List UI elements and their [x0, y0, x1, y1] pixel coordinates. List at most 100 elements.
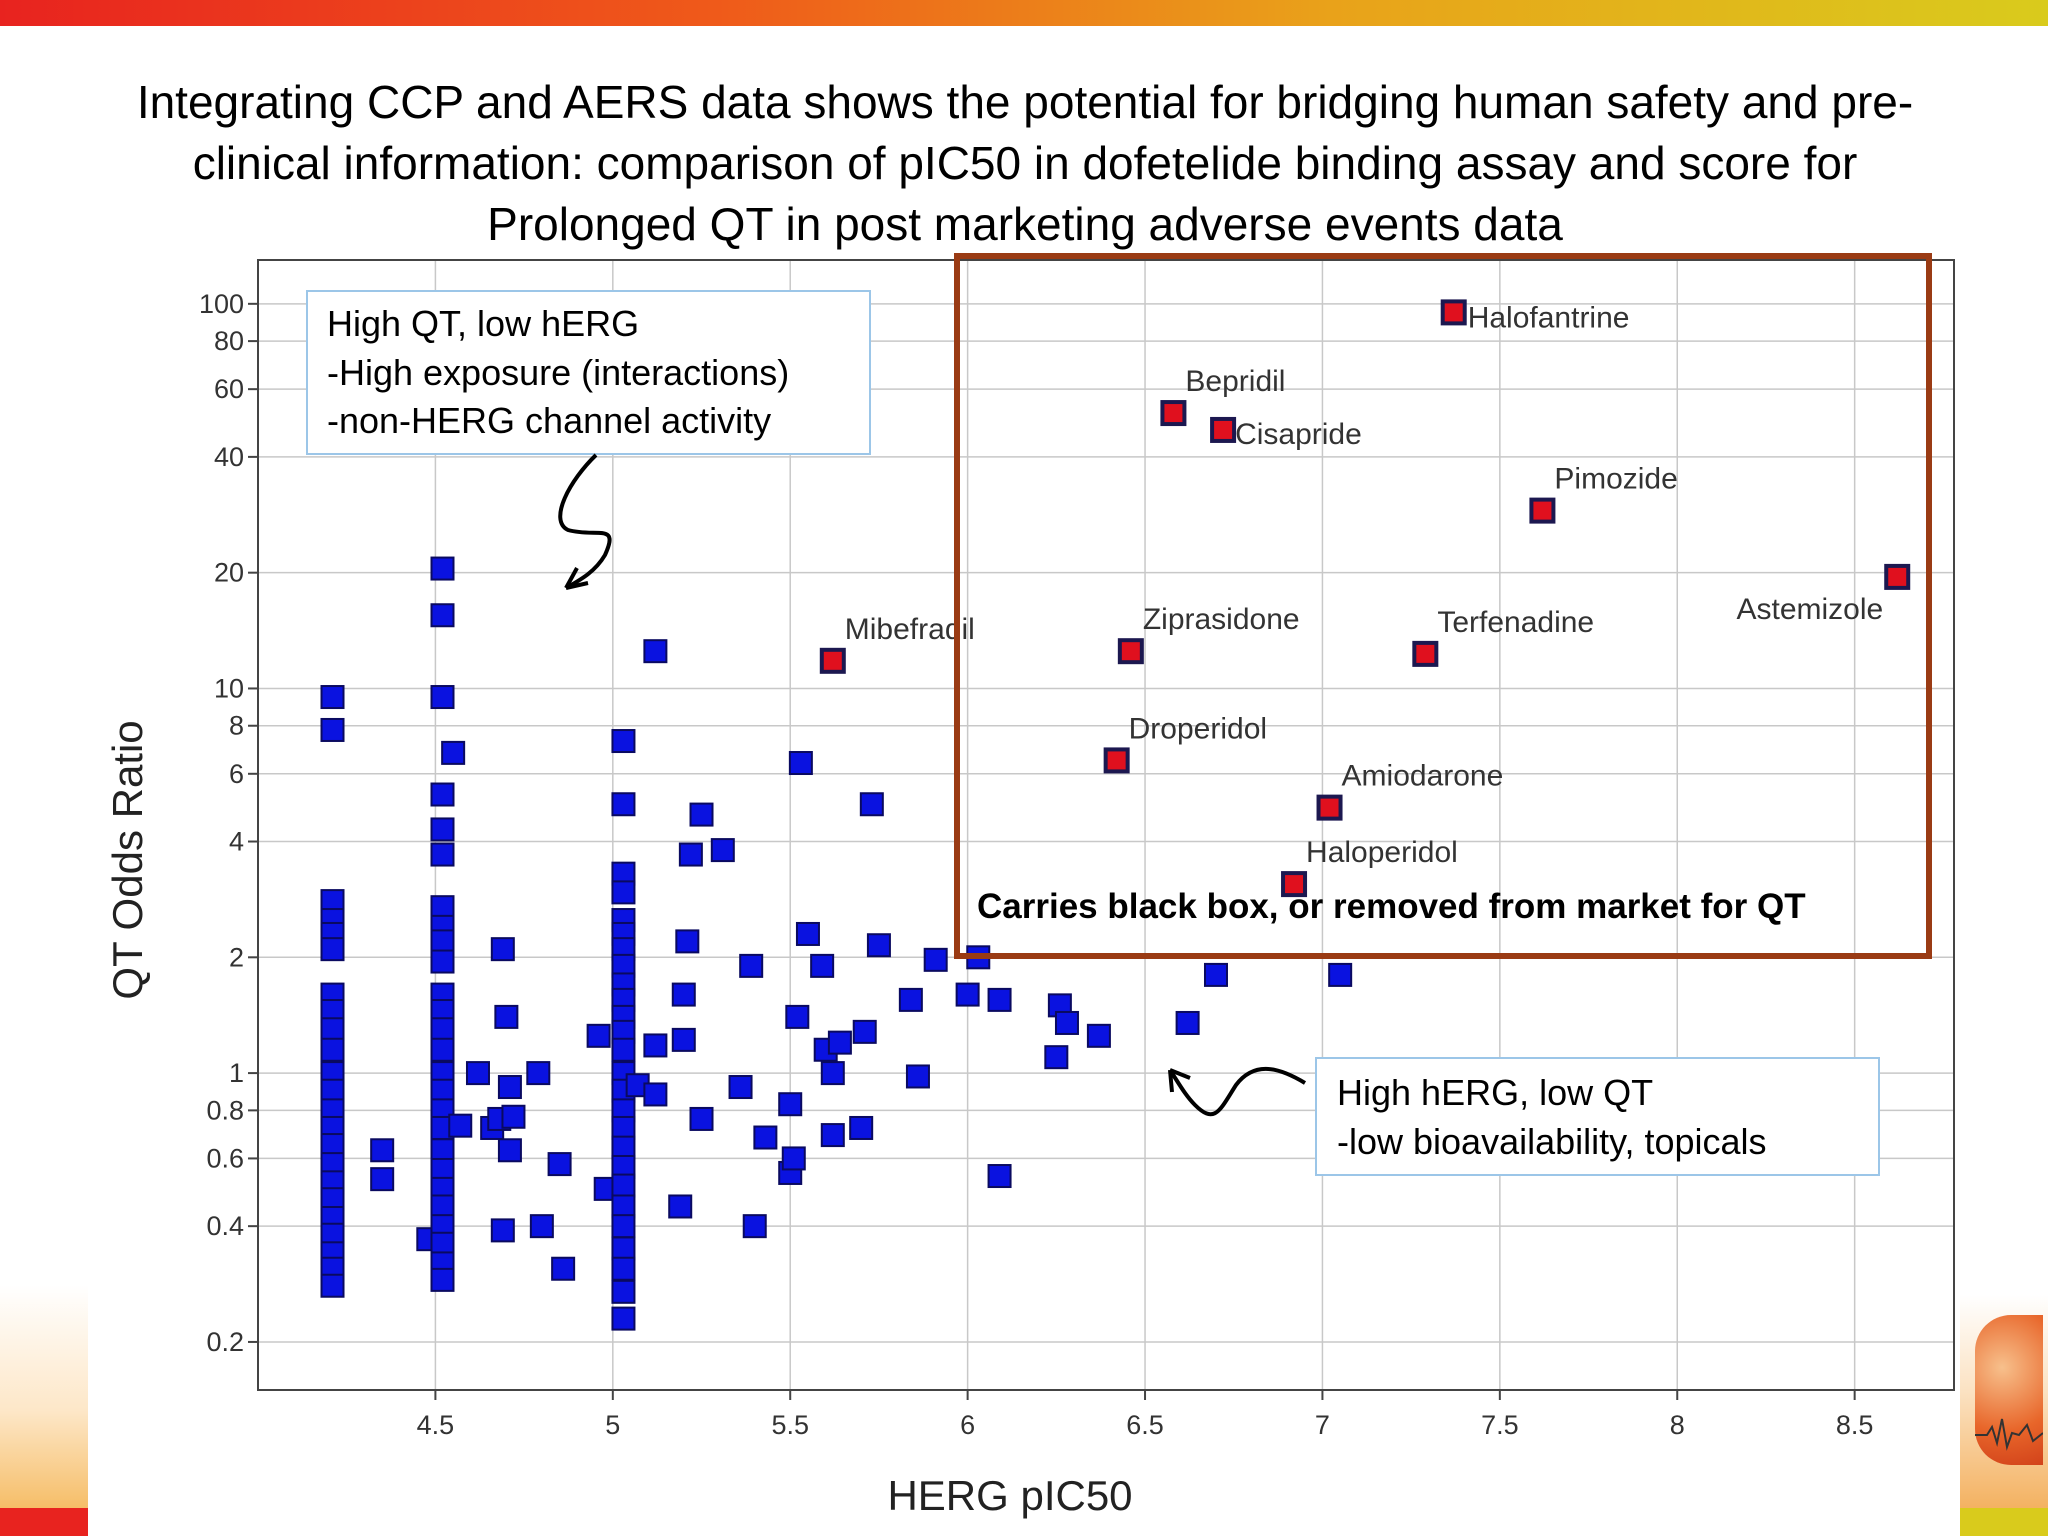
highlighted-points: Halofantrine Bepridil Cisapride Pimozide Ast…: [819, 299, 1911, 898]
data-point: [678, 842, 703, 867]
black-box-region: [954, 253, 1932, 959]
slide-title: Integrating CCP and AERS data shows the …: [136, 76, 1914, 250]
data-point: [898, 987, 923, 1012]
highlighted-point: [1529, 497, 1556, 524]
highlighted-point: [1412, 640, 1439, 667]
data-point: [849, 1115, 874, 1140]
x-tick-label: 7.5: [1481, 1410, 1519, 1440]
highlighted-point: [1316, 794, 1343, 821]
y-tick-label: 0.8: [206, 1095, 244, 1125]
annotation-line: High QT, low hERG: [327, 303, 639, 344]
data-point: [611, 1279, 636, 1304]
high-qt-annotation-box: [306, 290, 871, 455]
data-point: [643, 1082, 668, 1107]
y-tick-label: 2: [229, 942, 244, 972]
data-point: [430, 1017, 455, 1042]
y-tick-label: 1: [229, 1058, 244, 1088]
highlighted-point: [819, 647, 846, 674]
data-point: [497, 1138, 522, 1163]
corner-stripe-left: [0, 1508, 88, 1536]
annotation-line: High hERG, low QT: [1337, 1072, 1653, 1113]
drug-label: Terfenadine: [1437, 606, 1594, 639]
highlighted-point: [1884, 563, 1911, 590]
data-point: [586, 1023, 611, 1048]
arrow-down-icon: [558, 453, 612, 590]
data-point: [753, 1125, 778, 1150]
data-point: [611, 1214, 636, 1239]
drug-label: Bepridil: [1185, 365, 1285, 398]
data-point: [795, 921, 820, 946]
data-point: [689, 1106, 714, 1131]
data-point: [430, 1267, 455, 1292]
data-point: [987, 1164, 1012, 1189]
data-point: [905, 1064, 930, 1089]
data-point: [955, 982, 980, 1007]
y-tick-label: 10: [214, 673, 244, 703]
drug-label: Pimozide: [1554, 463, 1677, 496]
highlighted-point: [1210, 416, 1237, 443]
drug-label: Cisapride: [1235, 418, 1362, 451]
data-point: [547, 1152, 572, 1177]
x-tick-label: 5: [605, 1410, 620, 1440]
annotation-line: -low bioavailability, topicals: [1337, 1121, 1767, 1162]
y-tick-label: 0.6: [206, 1143, 244, 1173]
y-axis-label: QT Odds Ratio: [104, 720, 151, 999]
data-point: [987, 987, 1012, 1012]
data-point: [611, 1306, 636, 1331]
data-point: [827, 1030, 852, 1055]
data-point: [501, 1104, 526, 1129]
data-point: [923, 947, 948, 972]
y-tick-label: 40: [214, 442, 244, 472]
data-point: [611, 1236, 636, 1261]
data-point: [430, 782, 455, 807]
y-tick-label: 20: [214, 558, 244, 588]
x-tick-label: 6.5: [1126, 1410, 1164, 1440]
corner-stripe-right: [1960, 1508, 2048, 1536]
data-point: [611, 792, 636, 817]
y-axis: 0.2 0.4 0.6 0.8 1 2 4 6 8 10 20 40 60 80 100: [199, 289, 258, 1357]
data-point: [448, 1113, 473, 1138]
data-point: [490, 937, 515, 962]
data-point: [1086, 1023, 1111, 1048]
annotation-line: -non-HERG channel activity: [327, 400, 771, 441]
y-tick-label: 0.2: [206, 1327, 244, 1357]
data-point: [430, 842, 455, 867]
data-point: [810, 953, 835, 978]
top-color-bar: [0, 0, 2048, 26]
heartbeat-icon: [1975, 1418, 2044, 1451]
data-point: [430, 556, 455, 581]
data-point: [320, 717, 345, 742]
data-point: [785, 1004, 810, 1029]
annotation-line: -High exposure (interactions): [327, 352, 789, 393]
data-point: [1175, 1010, 1200, 1035]
y-tick-label: 0.4: [206, 1211, 244, 1241]
data-point: [739, 953, 764, 978]
corner-decoration-left: [0, 1285, 88, 1536]
heart-logo-icon: [1975, 1315, 2044, 1465]
data-point: [643, 1033, 668, 1058]
data-point: [490, 1218, 515, 1243]
data-point: [781, 1146, 806, 1171]
data-point: [611, 1173, 636, 1198]
data-point: [320, 937, 345, 962]
data-point: [465, 1061, 490, 1086]
data-points: [320, 556, 1353, 1331]
drug-label: Ziprasidone: [1143, 603, 1300, 636]
data-point: [852, 1019, 877, 1044]
y-tick-label: 8: [229, 711, 244, 741]
data-point: [494, 1004, 519, 1029]
data-point: [430, 685, 455, 710]
data-point: [320, 1017, 345, 1042]
drug-label: Mibefradil: [845, 613, 975, 646]
highlighted-point: [1440, 299, 1467, 326]
data-point: [551, 1256, 576, 1281]
x-axis: 4.5 5 5.5 6 6.5 7 7.5 8 8.5: [417, 1390, 1873, 1440]
data-point: [671, 1027, 696, 1052]
plot-frame: [257, 259, 1955, 1391]
drug-label: Astemizole: [1737, 593, 1884, 626]
data-point: [611, 880, 636, 905]
x-axis-label: HERG pIC50: [887, 1472, 1132, 1519]
data-point: [430, 817, 455, 842]
data-point: [320, 1273, 345, 1298]
